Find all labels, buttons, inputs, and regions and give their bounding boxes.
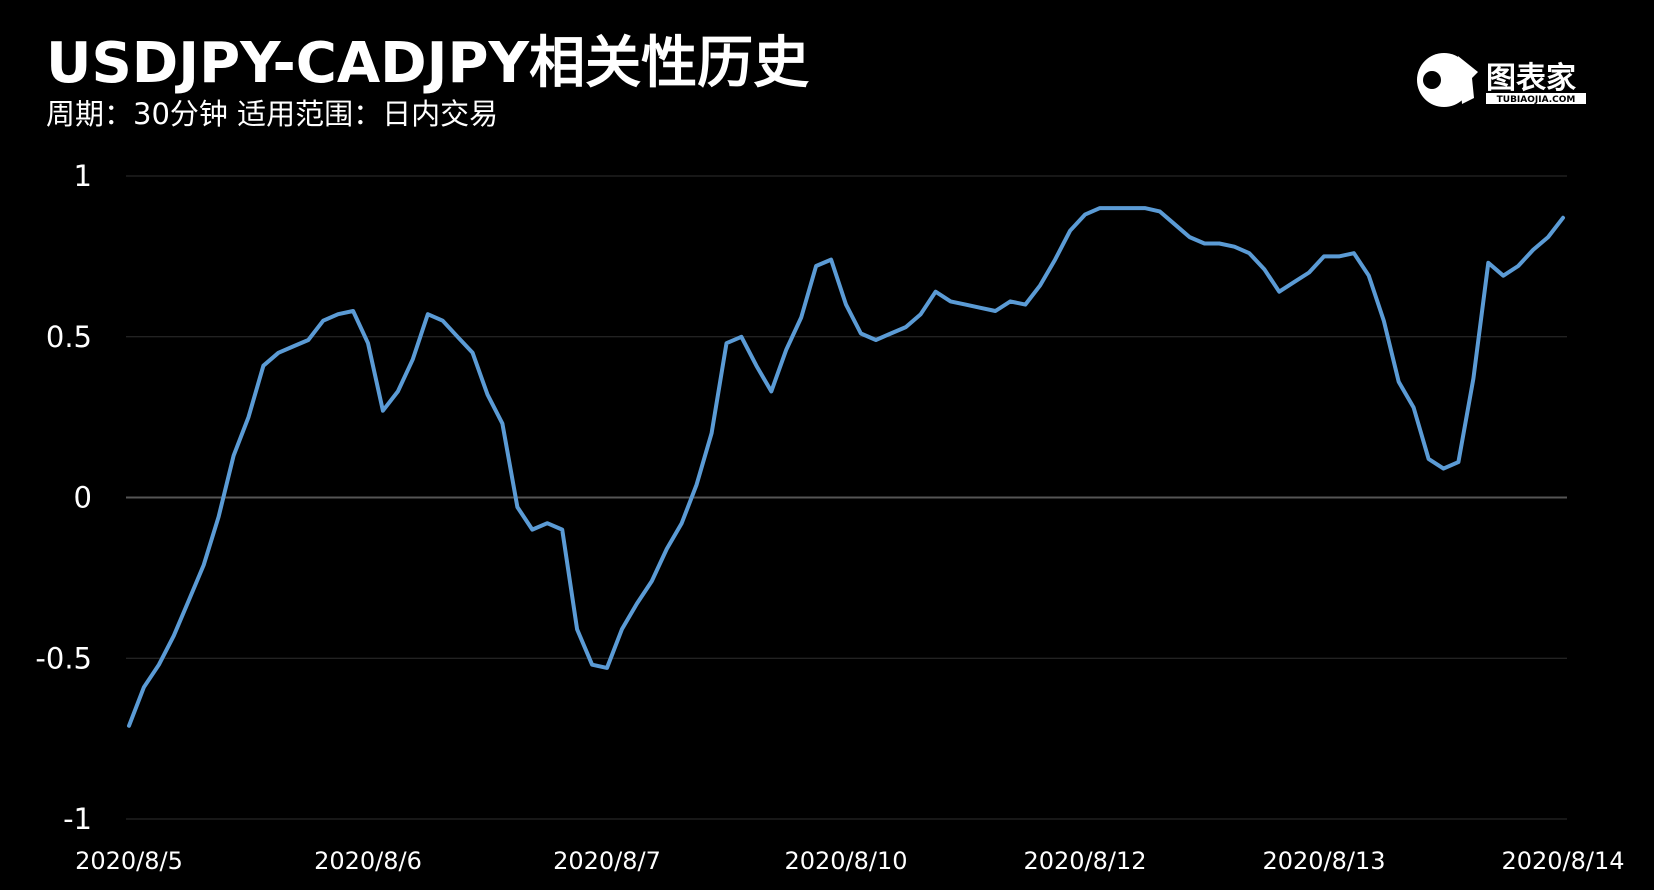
x-tick-label: 2020/8/14	[1501, 847, 1624, 875]
logo-icon	[1417, 53, 1471, 107]
x-tick-label: 2020/8/7	[553, 847, 661, 875]
chart-subtitle: 周期：30分钟 适用范围：日内交易	[46, 97, 498, 131]
data-line	[127, 206, 1565, 728]
x-tick-label: 2020/8/5	[75, 847, 183, 875]
logo-name: 图表家	[1486, 61, 1576, 96]
logo-icon	[1458, 56, 1478, 104]
y-tick-label: -0.5	[35, 641, 92, 675]
logo-url: TUBIAOJIA.COM	[1497, 95, 1576, 105]
x-tick-label: 2020/8/12	[1023, 847, 1146, 875]
y-tick-label: 0	[74, 481, 92, 515]
y-tick-label: 1	[74, 159, 92, 193]
logo: 图表家 TUBIAOJIA.COM	[1417, 53, 1586, 107]
y-tick-label: -1	[63, 802, 92, 836]
x-tick-label: 2020/8/13	[1262, 847, 1385, 875]
logo-icon	[1423, 71, 1441, 89]
x-tick-label: 2020/8/10	[784, 847, 907, 875]
chart-title: USDJPY-CADJPY相关性历史	[46, 31, 809, 96]
x-tick-label: 2020/8/6	[314, 847, 422, 875]
y-tick-label: 0.5	[46, 320, 92, 354]
logo-bar	[1486, 93, 1586, 104]
